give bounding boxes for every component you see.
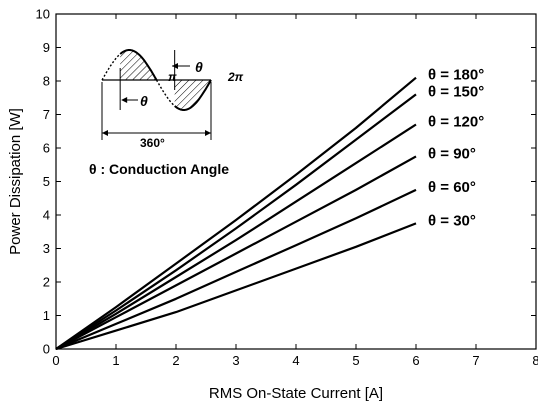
plot-frame bbox=[55, 13, 537, 350]
inset-theta-right: θ bbox=[195, 59, 203, 75]
y-axis-title: Power Dissipation [W] bbox=[7, 108, 24, 255]
positive-conduction-area bbox=[120, 50, 157, 80]
series-label-1: θ = 150° bbox=[428, 83, 484, 100]
wave-on-segment-1 bbox=[119, 49, 158, 81]
x-tick-label: 3 bbox=[232, 353, 239, 368]
series-label-4: θ = 60° bbox=[428, 179, 476, 196]
inset-pi-label: π bbox=[168, 70, 177, 84]
x-tick-label: 2 bbox=[172, 353, 179, 368]
y-tick-label: 10 bbox=[36, 7, 50, 22]
inset-360-label: 360° bbox=[140, 136, 165, 150]
series-label-0: θ = 180° bbox=[428, 67, 484, 84]
series-line-2 bbox=[55, 123, 417, 350]
series-label-5: θ = 30° bbox=[428, 212, 476, 229]
inset-two-pi-label: 2π bbox=[227, 70, 244, 84]
series-lines bbox=[55, 76, 417, 351]
series-line-0 bbox=[55, 76, 417, 350]
series-line-3 bbox=[55, 155, 417, 350]
wave-off-segment-1 bbox=[101, 53, 121, 81]
x-axis-title: RMS On-State Current [A] bbox=[209, 385, 383, 402]
x-tick-label: 5 bbox=[352, 353, 359, 368]
angle-arrow-right bbox=[172, 63, 178, 69]
y-tick-label: 6 bbox=[43, 141, 50, 156]
x-tick-label: 4 bbox=[292, 353, 299, 368]
y-tick-label: 5 bbox=[43, 174, 50, 189]
x-tick-label: 0 bbox=[52, 353, 59, 368]
y-tick-label: 1 bbox=[43, 308, 50, 323]
angle-arrow-left bbox=[121, 97, 128, 103]
series-labels: θ = 180°θ = 150° θ = 120° θ = 90° θ = 60° θ … bbox=[428, 67, 484, 230]
period-arrow-right bbox=[205, 130, 211, 136]
x-tick-label: 7 bbox=[472, 353, 479, 368]
x-tick-label: 8 bbox=[532, 353, 538, 368]
series-line-4 bbox=[55, 188, 417, 351]
period-arrow-left bbox=[102, 130, 108, 136]
series-line-5 bbox=[55, 222, 417, 351]
conduction-angle-inset: θ π 2π θ 360° θ : Conduction Angle bbox=[89, 49, 244, 177]
wave-off-segment-2 bbox=[155, 79, 176, 107]
series-label-2: θ = 120° bbox=[428, 114, 484, 131]
conduction-angle-note: θ : Conduction Angle bbox=[89, 161, 229, 177]
y-tick-label: 8 bbox=[43, 74, 50, 89]
wave-on-segment-2 bbox=[174, 79, 212, 111]
y-tick-label: 7 bbox=[43, 107, 50, 122]
y-tick-label: 3 bbox=[43, 241, 50, 256]
y-tick-label: 2 bbox=[43, 275, 50, 290]
y-tick-label: 0 bbox=[43, 342, 50, 357]
negative-conduction-area bbox=[174, 80, 211, 110]
x-tick-label: 1 bbox=[112, 353, 119, 368]
series-label-3: θ = 90° bbox=[428, 145, 476, 162]
y-tick-label: 9 bbox=[43, 40, 50, 55]
x-tick-label: 6 bbox=[412, 353, 419, 368]
series-line-1 bbox=[55, 93, 417, 350]
y-tick-label: 4 bbox=[43, 208, 50, 223]
inset-theta-left: θ bbox=[140, 93, 148, 109]
